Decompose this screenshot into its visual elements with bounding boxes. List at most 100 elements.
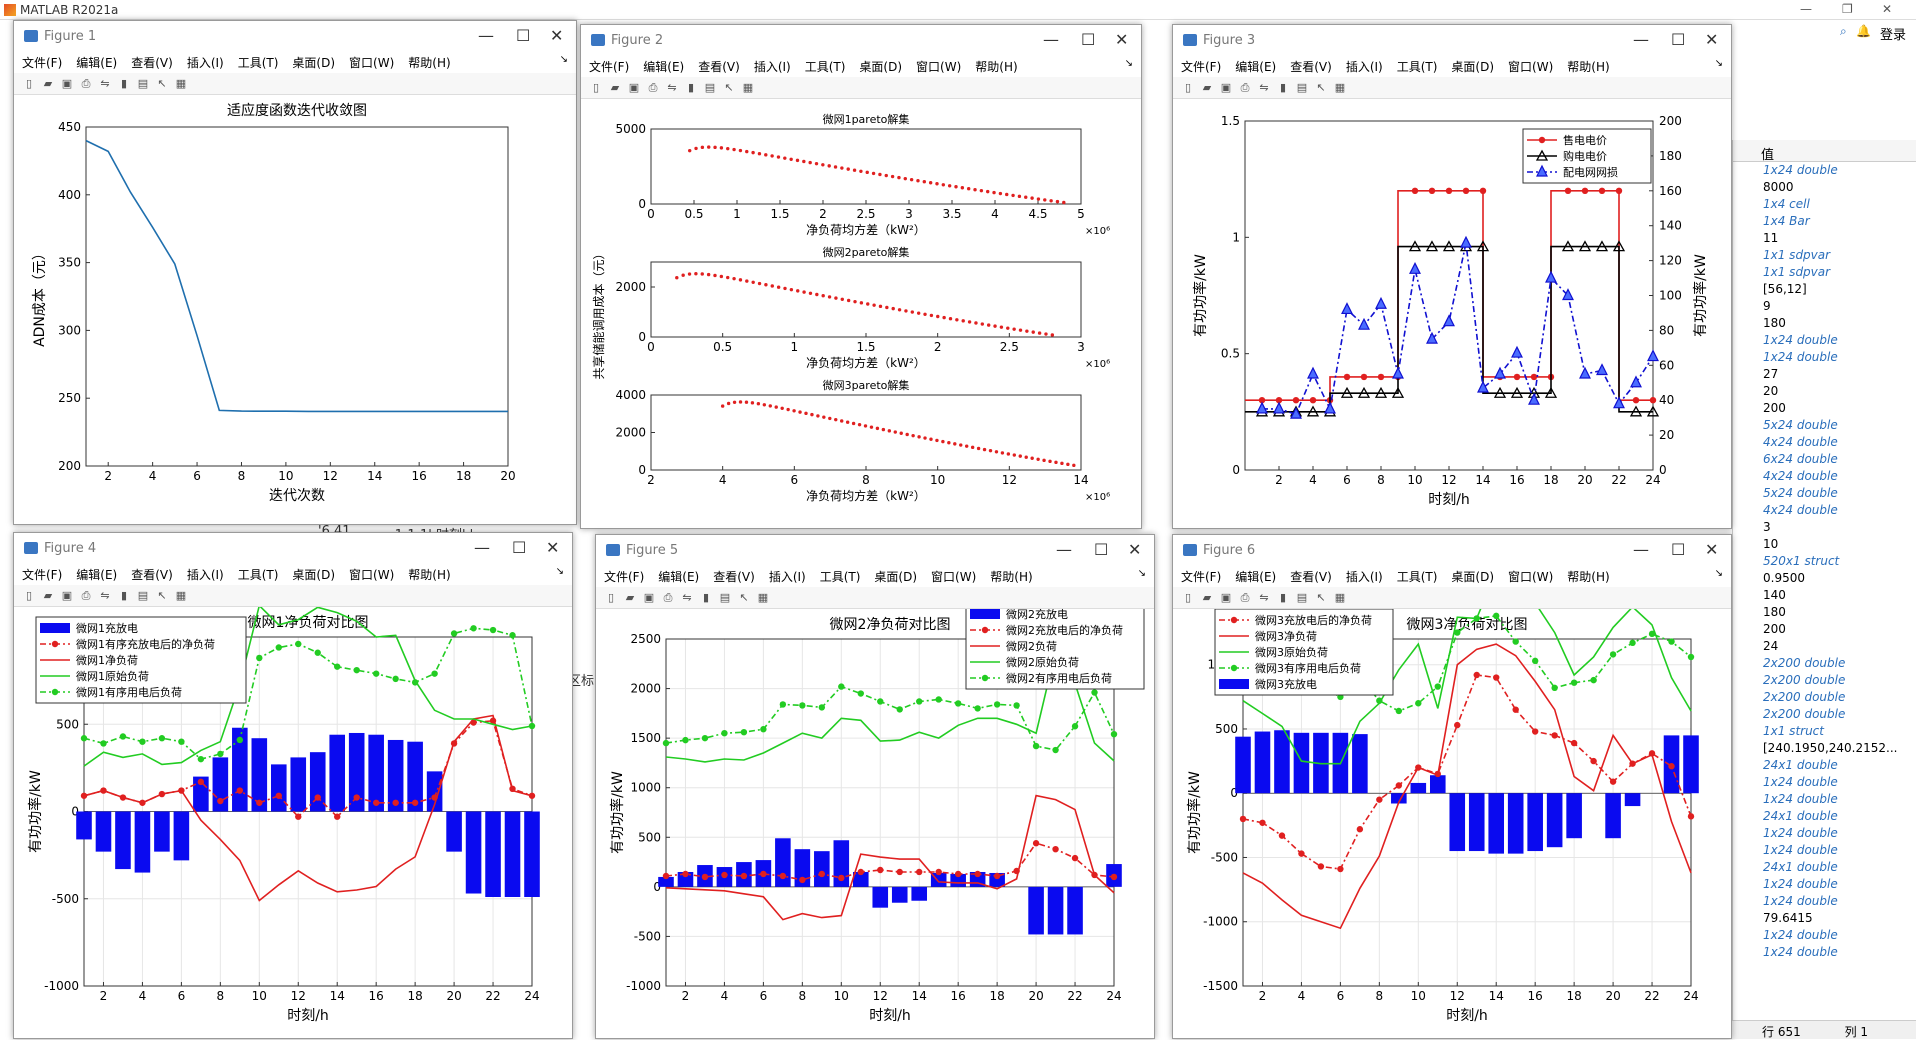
workspace-value[interactable]: 0.9500 (1763, 571, 1805, 585)
colorbar-icon[interactable]: ▮ (1279, 80, 1287, 94)
open-icon[interactable]: ▰ (625, 590, 635, 604)
workspace-value[interactable]: 4x24 double (1763, 503, 1838, 517)
open-icon[interactable]: ▰ (1202, 590, 1212, 604)
menu-item[interactable]: 桌面(D) (1451, 60, 1495, 74)
pointer-icon[interactable]: ↖ (157, 588, 167, 602)
minimize-icon[interactable]: — (1043, 30, 1059, 49)
menu-item[interactable]: 编辑(E) (76, 56, 118, 70)
new-icon[interactable]: ▯ (1184, 590, 1192, 604)
save-icon[interactable]: ▣ (643, 590, 655, 604)
close-icon[interactable]: ✕ (546, 538, 560, 557)
maximize-icon[interactable]: ☐ (1094, 540, 1109, 559)
figure-window-3[interactable]: Figure 3 — ☐ ✕ 文件(F) 编辑(E) 查看(V) 插入(I) 工具(T) 桌面(D… (1172, 24, 1732, 529)
workspace-value[interactable]: 140 (1763, 588, 1786, 602)
figure-titlebar[interactable]: Figure 5 — ☐ ✕ (596, 535, 1154, 565)
workspace-value[interactable]: 1x1 sdpvar (1763, 265, 1831, 279)
link-icon[interactable]: ⇋ (667, 80, 677, 94)
workspace-value[interactable]: 180 (1763, 316, 1786, 330)
close-icon[interactable]: ✕ (550, 26, 564, 45)
workspace-value[interactable]: 79.6415 (1763, 911, 1813, 925)
workspace-value[interactable]: 2x200 double (1763, 707, 1846, 721)
menu-item[interactable]: 工具(T) (804, 60, 846, 74)
print-icon[interactable]: ⎙ (1240, 80, 1250, 94)
dock-icon[interactable]: ↘ (1714, 568, 1723, 579)
workspace-value[interactable]: 200 (1763, 401, 1786, 415)
property-icon[interactable]: ▦ (742, 80, 754, 94)
workspace-value[interactable]: 2x200 double (1763, 656, 1846, 670)
pointer-icon[interactable]: ↖ (739, 590, 749, 604)
figure-titlebar[interactable]: Figure 2 — ☐ ✕ (581, 25, 1141, 55)
workspace-value[interactable]: 10 (1763, 537, 1779, 551)
save-icon[interactable]: ▣ (628, 80, 640, 94)
workspace-value[interactable]: 1x24 double (1763, 333, 1838, 347)
colorbar-icon[interactable]: ▮ (702, 590, 710, 604)
legend-icon[interactable]: ▤ (1296, 590, 1308, 604)
menu-item[interactable]: 查看(V) (698, 60, 740, 74)
new-icon[interactable]: ▯ (25, 588, 33, 602)
close-icon[interactable]: ✕ (1882, 2, 1893, 16)
minimize-icon[interactable]: — (1056, 540, 1072, 559)
menu-item[interactable]: 文件(F) (22, 568, 63, 582)
figure-titlebar[interactable]: Figure 3 — ☐ ✕ (1173, 25, 1731, 55)
workspace-value[interactable]: 24x1 double (1763, 809, 1838, 823)
pointer-icon[interactable]: ↖ (724, 80, 734, 94)
new-icon[interactable]: ▯ (25, 76, 33, 90)
save-icon[interactable]: ▣ (1220, 80, 1232, 94)
workspace-value[interactable]: 4x24 double (1763, 469, 1838, 483)
workspace-value[interactable]: 1x4 Bar (1763, 214, 1810, 228)
save-icon[interactable]: ▣ (1220, 590, 1232, 604)
menu-item[interactable]: 帮助(H) (408, 56, 451, 70)
restore-icon[interactable]: ❐ (1842, 2, 1853, 16)
menu-item[interactable]: 插入(I) (768, 570, 806, 584)
open-icon[interactable]: ▰ (43, 76, 53, 90)
dock-icon[interactable]: ↘ (559, 54, 568, 65)
menu-item[interactable]: 插入(I) (753, 60, 791, 74)
link-icon[interactable]: ⇋ (100, 588, 110, 602)
workspace-value[interactable]: 8000 (1763, 180, 1794, 194)
workspace-value[interactable]: 200 (1763, 622, 1786, 636)
menu-item[interactable]: 工具(T) (237, 568, 279, 582)
maximize-icon[interactable]: ☐ (516, 26, 531, 45)
menu-item[interactable]: 插入(I) (186, 56, 224, 70)
menu-item[interactable]: 编辑(E) (658, 570, 700, 584)
minimize-icon[interactable]: — (1633, 540, 1649, 559)
close-icon[interactable]: ✕ (1705, 540, 1719, 559)
colorbar-icon[interactable]: ▮ (120, 588, 128, 602)
link-icon[interactable]: ⇋ (1259, 590, 1269, 604)
dock-icon[interactable]: ↘ (1137, 568, 1146, 579)
figure-window-2[interactable]: Figure 2 — ☐ ✕ 文件(F) 编辑(E) 查看(V) 插入(I) 工具(T) 桌面(D… (580, 24, 1142, 529)
figure-window-4[interactable]: Figure 4 — ☐ ✕ 文件(F) 编辑(E) 查看(V) 插入(I) 工具(T) 桌面(D… (13, 532, 573, 1039)
menu-item[interactable]: 工具(T) (819, 570, 861, 584)
legend-icon[interactable]: ▤ (704, 80, 716, 94)
colorbar-icon[interactable]: ▮ (120, 76, 128, 90)
pointer-icon[interactable]: ↖ (1316, 590, 1326, 604)
property-icon[interactable]: ▦ (757, 590, 769, 604)
pointer-icon[interactable]: ↖ (1316, 80, 1326, 94)
dock-icon[interactable]: ↘ (1124, 58, 1133, 69)
menu-item[interactable]: 窗口(W) (1508, 570, 1554, 584)
menu-item[interactable]: 窗口(W) (349, 568, 395, 582)
dock-icon[interactable]: ↘ (555, 566, 564, 577)
open-icon[interactable]: ▰ (1202, 80, 1212, 94)
print-icon[interactable]: ⎙ (81, 76, 91, 90)
menu-item[interactable]: 查看(V) (1290, 60, 1332, 74)
workspace-value[interactable]: 520x1 struct (1763, 554, 1840, 568)
menu-item[interactable]: 窗口(W) (1508, 60, 1554, 74)
new-icon[interactable]: ▯ (592, 80, 600, 94)
workspace-value[interactable]: 5x24 double (1763, 418, 1838, 432)
print-icon[interactable]: ⎙ (81, 588, 91, 602)
menu-item[interactable]: 帮助(H) (975, 60, 1018, 74)
login-button[interactable]: 登录 (1880, 28, 1907, 43)
menu-item[interactable]: 帮助(H) (1567, 60, 1610, 74)
workspace-value[interactable]: 2x200 double (1763, 673, 1846, 687)
menu-item[interactable]: 工具(T) (237, 56, 279, 70)
workspace-value[interactable]: 1x24 double (1763, 945, 1838, 959)
menu-item[interactable]: 插入(I) (186, 568, 224, 582)
menu-item[interactable]: 帮助(H) (990, 570, 1033, 584)
workspace-value[interactable]: 24 (1763, 639, 1779, 653)
menu-item[interactable]: 查看(V) (713, 570, 755, 584)
menu-item[interactable]: 编辑(E) (1235, 570, 1277, 584)
property-icon[interactable]: ▦ (175, 588, 187, 602)
figure-titlebar[interactable]: Figure 6 — ☐ ✕ (1173, 535, 1731, 565)
menu-item[interactable]: 帮助(H) (408, 568, 451, 582)
